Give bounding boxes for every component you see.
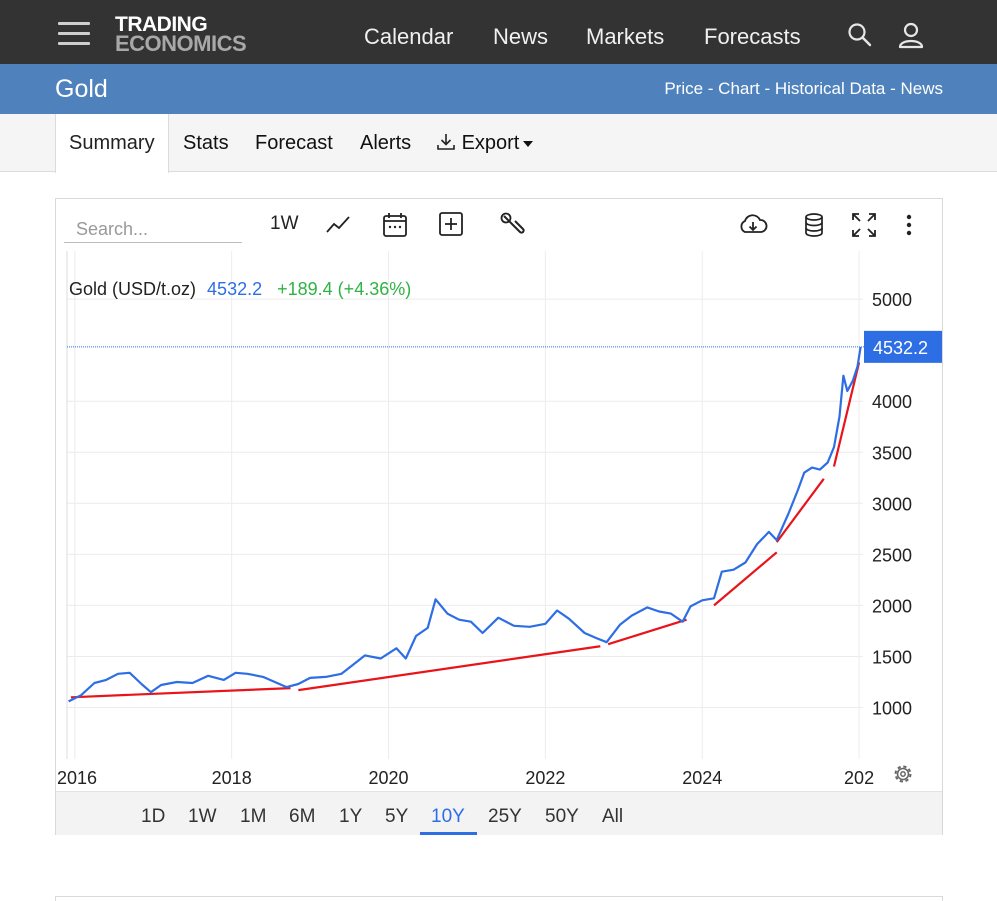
y-tick-label: 3000 — [872, 494, 912, 514]
tab-export[interactable]: Export — [436, 114, 534, 172]
y-tick-label: 4000 — [872, 392, 912, 412]
active-range-indicator — [420, 832, 477, 835]
tab-bar: Summary Stats Forecast Alerts Export — [0, 114, 997, 173]
y-tick-label: 2500 — [872, 545, 912, 565]
tab-summary[interactable]: Summary — [55, 114, 169, 173]
search-icon[interactable] — [847, 22, 873, 48]
more-options-icon[interactable] — [903, 211, 915, 239]
range-all[interactable]: All — [602, 806, 624, 827]
fullscreen-icon[interactable] — [850, 211, 878, 239]
calendar-icon[interactable] — [382, 211, 408, 239]
chevron-down-icon — [523, 140, 534, 147]
menu-icon[interactable] — [58, 22, 90, 46]
range-1m[interactable]: 1M — [240, 806, 267, 827]
trendline-segment — [607, 618, 687, 646]
y-tick-label: 5000 — [872, 290, 912, 310]
y-tick-label: 1000 — [872, 699, 912, 719]
range-selector: 1D 1W 1M 6M 1Y 5Y 10Y 25Y 50Y All — [56, 791, 942, 835]
x-tick-label: 2022 — [525, 768, 565, 788]
title-bar: Gold Price - Chart - Historical Data - N… — [0, 64, 997, 114]
download-icon — [437, 134, 455, 150]
x-axis: 2016 2018 2020 2022 2024 202 — [57, 768, 874, 788]
line-chart-icon[interactable] — [324, 211, 352, 239]
cloud-download-icon[interactable] — [737, 211, 769, 239]
page-title: Gold — [55, 75, 108, 103]
user-icon[interactable] — [898, 22, 924, 49]
chart-toolbar: Search... 1W — [56, 199, 942, 251]
range-1d[interactable]: 1D — [141, 806, 166, 827]
x-tick-label: 2018 — [212, 768, 252, 788]
y-axis: 1000 1500 2000 2500 3000 3500 4000 5000 — [872, 290, 912, 718]
database-icon[interactable] — [802, 211, 826, 239]
trendline-segment — [832, 362, 861, 467]
chart-card: Search... 1W — [55, 198, 943, 835]
legend-change: +189.4 (+4.36%) — [277, 279, 411, 299]
add-indicator-icon[interactable] — [438, 211, 464, 237]
range-1y[interactable]: 1Y — [339, 806, 363, 827]
price-tag — [864, 330, 942, 363]
trendlines — [70, 362, 861, 699]
nav-news[interactable]: News — [493, 24, 549, 49]
y-tick-label: 3500 — [872, 443, 912, 463]
range-25y[interactable]: 25Y — [488, 806, 522, 827]
top-navbar: TRADING ECONOMICS Calendar News Markets … — [0, 0, 997, 64]
nav-forecasts[interactable]: Forecasts — [704, 24, 801, 49]
trendline-segment — [713, 551, 778, 607]
chart-legend: Gold (USD/t.oz) 4532.2 +189.4 (+4.36%) — [69, 279, 411, 299]
tab-alerts[interactable]: Alerts — [360, 132, 412, 154]
next-card-edge — [55, 896, 943, 901]
tab-forecast[interactable]: Forecast — [255, 132, 333, 154]
range-50y[interactable]: 50Y — [545, 806, 579, 827]
x-tick-label: 2024 — [682, 768, 722, 788]
legend-name: Gold (USD/t.oz) — [69, 279, 196, 299]
x-tick-label: 202 — [844, 768, 874, 788]
gold-price-line — [68, 346, 862, 703]
trendline-segment — [775, 478, 825, 543]
logo[interactable]: TRADING ECONOMICS — [115, 13, 247, 56]
logo-line1: TRADING — [115, 13, 208, 36]
logo-line2: ECONOMICS — [115, 31, 247, 56]
y-tick-label: 1500 — [872, 647, 912, 667]
tab-stats[interactable]: Stats — [183, 132, 229, 154]
trendline-segment — [298, 645, 601, 692]
legend-price: 4532.2 — [207, 279, 262, 299]
trendline-segment — [70, 687, 291, 699]
chart-settings-icon[interactable] — [894, 765, 912, 783]
chart-search-input[interactable]: Search... — [64, 215, 242, 243]
interval-selector[interactable]: 1W — [270, 213, 299, 234]
x-tick-label: 2020 — [369, 768, 409, 788]
tab-export-label: Export — [461, 132, 520, 154]
title-links[interactable]: Price - Chart - Historical Data - News — [664, 79, 943, 98]
price-tag-label: 4532.2 — [873, 338, 928, 358]
y-tick-label: 2000 — [872, 596, 912, 616]
range-10y[interactable]: 10Y — [431, 806, 465, 827]
nav-calendar[interactable]: Calendar — [364, 24, 454, 49]
range-5y[interactable]: 5Y — [385, 806, 409, 827]
chart-grid — [66, 251, 863, 759]
range-1w[interactable]: 1W — [188, 806, 217, 827]
x-tick-label: 2016 — [57, 768, 97, 788]
nav-markets[interactable]: Markets — [586, 24, 665, 49]
wrench-icon[interactable] — [500, 211, 526, 239]
range-6m[interactable]: 6M — [289, 806, 316, 827]
